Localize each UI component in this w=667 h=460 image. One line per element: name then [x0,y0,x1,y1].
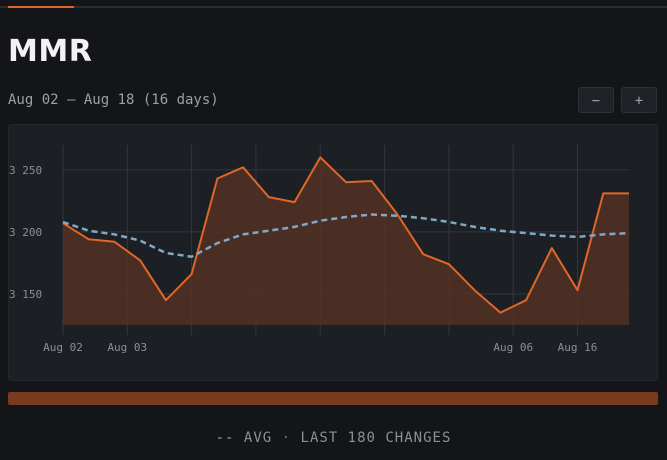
mmr-chart-panel: 3 150 3 200 3 250 Aug 02 Aug 03 Aug 06 Aug 16 [8,124,658,381]
x-tick-label: Aug 03 [107,341,147,354]
top-divider [0,6,667,8]
legend-separator: · [281,430,292,446]
mmr-area [63,157,629,325]
avg-legend-marker: -- [215,430,235,446]
active-tab-indicator [8,6,74,8]
mmr-line [62,156,629,314]
chart-range-scrollbar[interactable] [8,392,658,405]
page-title: MMR [8,34,93,69]
x-tick-label: Aug 02 [43,341,83,354]
zoom-out-button[interactable]: − [578,87,614,113]
zoom-in-button[interactable]: + [621,87,657,113]
changes-count-label: LAST 180 CHANGES [300,430,452,446]
avg-legend-label: AVG [243,430,273,446]
date-range-label: Aug 02 – Aug 18 (16 days) [8,92,219,108]
x-tick-label: Aug 06 [493,341,533,354]
avg-line [62,213,630,258]
y-tick-label: 3 150 [9,288,42,301]
x-tick-label: Aug 16 [558,341,598,354]
mmr-chart: 3 150 3 200 3 250 Aug 02 Aug 03 Aug 06 Aug 16 [9,145,630,354]
chart-legend: -- AVG · LAST 180 CHANGES [0,430,667,446]
y-tick-label: 3 250 [9,164,42,177]
y-tick-label: 3 200 [9,226,42,239]
